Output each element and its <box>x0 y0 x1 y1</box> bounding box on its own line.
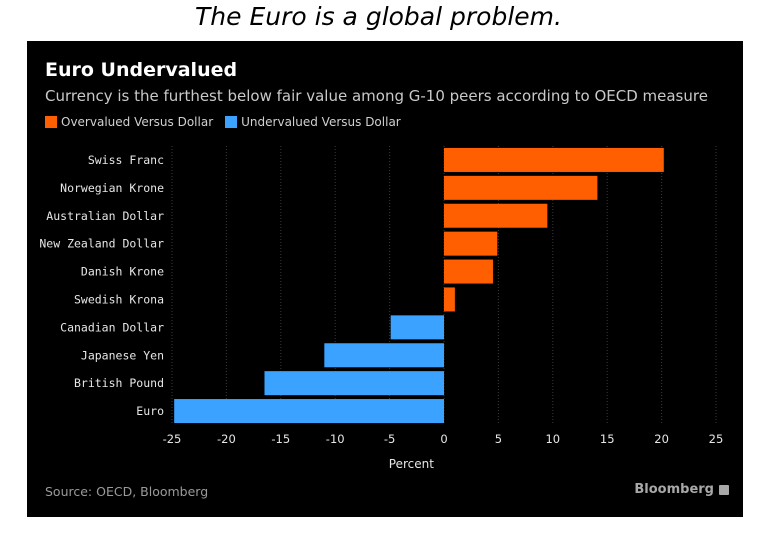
x-tick-label: -5 <box>384 432 395 446</box>
bar-australian-dollar <box>444 203 548 228</box>
x-tick-label: 10 <box>545 432 560 446</box>
x-tick-label: 20 <box>654 432 669 446</box>
x-tick-label: -15 <box>271 432 290 446</box>
category-label: Swiss Franc <box>88 153 164 167</box>
bar-british-pound <box>264 371 444 396</box>
legend: Overvalued Versus Dollar Undervalued Ver… <box>45 114 413 130</box>
x-tick-label: 5 <box>495 432 502 446</box>
x-tick-label: 15 <box>600 432 615 446</box>
legend-swatch-overvalued <box>45 116 57 128</box>
category-label: Canadian Dollar <box>60 320 164 334</box>
legend-label-overvalued: Overvalued Versus Dollar <box>61 115 214 129</box>
brand-name: Bloomberg <box>634 482 714 497</box>
bar-euro <box>174 399 444 424</box>
bar-japanese-yen <box>324 343 444 368</box>
bar-swedish-krona <box>444 287 455 312</box>
x-tick-label: -20 <box>217 432 236 446</box>
caption: The Euro is a global problem. <box>195 2 562 31</box>
chart-subtitle: Currency is the furthest below fair valu… <box>45 87 708 105</box>
x-tick-label: 0 <box>440 432 447 446</box>
brand: Bloomberg <box>634 482 729 497</box>
legend-swatch-undervalued <box>225 116 238 128</box>
category-label: British Pound <box>74 376 164 390</box>
category-label: Euro <box>136 404 164 418</box>
category-label: Swedish Krona <box>74 292 164 306</box>
legend-item-undervalued: Undervalued Versus Dollar <box>225 115 401 129</box>
category-label: Australian Dollar <box>46 209 164 223</box>
category-label: Norwegian Krone <box>60 181 164 195</box>
bar-chart: Swiss Franc Norwegian Krone Australian Dol… <box>39 146 724 471</box>
bar-swiss-franc <box>444 147 664 172</box>
bloomberg-logo-icon <box>719 484 729 495</box>
legend-label-undervalued: Undervalued Versus Dollar <box>241 115 401 129</box>
chart-panel: Euro Undervalued Currency is the furthes… <box>27 41 743 517</box>
chart-title: Euro Undervalued <box>45 59 238 81</box>
x-tick-label: 25 <box>709 432 724 446</box>
bar-canadian-dollar <box>390 315 444 340</box>
x-axis-label: Percent <box>389 457 434 471</box>
category-label: Danish Krone <box>81 265 164 279</box>
x-tick-label: -10 <box>326 432 345 446</box>
legend-item-overvalued: Overvalued Versus Dollar <box>45 115 213 129</box>
bar-norwegian-krone <box>444 175 598 200</box>
bar-new-zealand-dollar <box>444 231 498 256</box>
bar-danish-krone <box>444 259 493 284</box>
category-label: New Zealand Dollar <box>39 237 164 251</box>
x-tick-label: -25 <box>163 432 182 446</box>
source-note: Source: OECD, Bloomberg <box>45 484 209 499</box>
category-label: Japanese Yen <box>81 348 164 362</box>
